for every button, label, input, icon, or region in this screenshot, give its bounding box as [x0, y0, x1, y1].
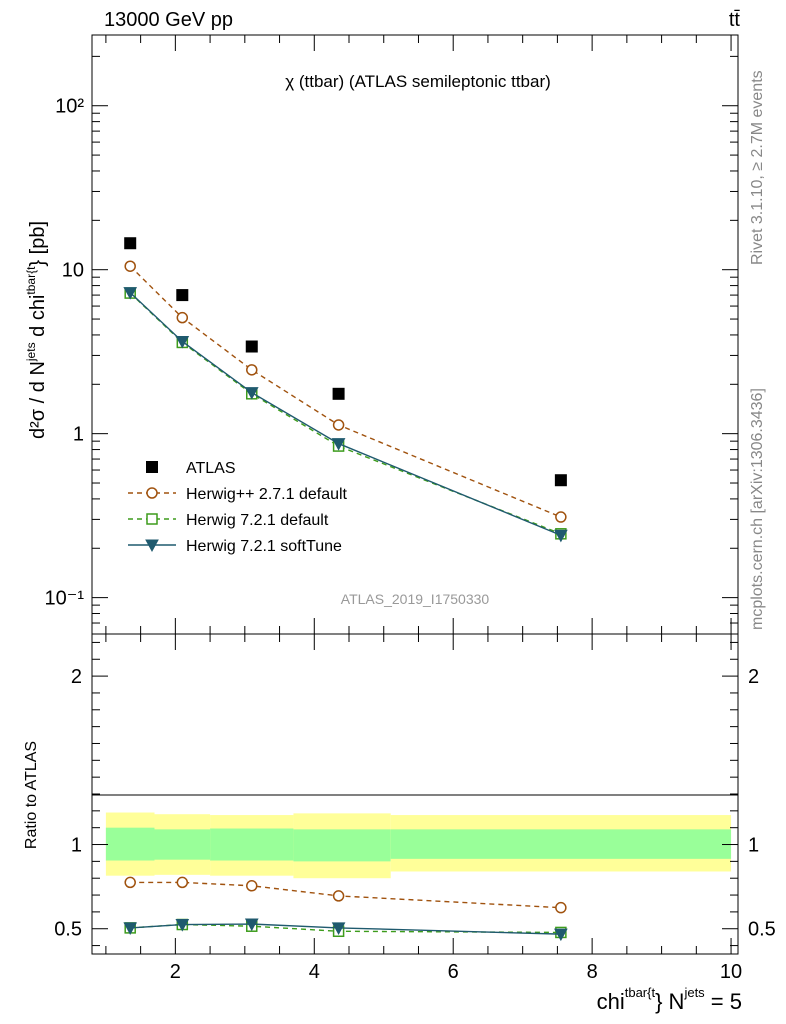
ratio-y-tick-label-right: 2 — [748, 666, 759, 688]
x-label-sup1: tbar{t — [625, 985, 656, 1000]
main-y-label-end: } [pb] — [27, 221, 49, 267]
ratio-data-point — [331, 922, 346, 935]
stat-uncertainty-band — [210, 828, 294, 861]
legend-marker — [145, 539, 159, 553]
ratio-y-tick-label: 2 — [71, 666, 82, 688]
ratio-plot-frame — [91, 633, 739, 955]
data-point — [124, 260, 136, 272]
data-point — [331, 438, 346, 451]
ratio-uncertainty-bands — [105, 812, 732, 879]
ratio-data-point — [176, 876, 189, 889]
stat-uncertainty-band — [293, 829, 391, 862]
ratio-y-tick-label-right: 0.5 — [748, 919, 776, 941]
ratio-data-point — [555, 901, 567, 914]
legend-entry-label: Herwig 7.2.1 default — [186, 512, 329, 529]
main-y-tick-label: 10² — [55, 96, 84, 118]
ratio-series-group — [123, 876, 568, 942]
watermark-label: ATLAS_2019_I1750330 — [341, 591, 490, 607]
stat-uncertainty-band — [105, 827, 155, 861]
ratio-y-tick-label: 1 — [71, 835, 82, 857]
x-tick-label: 8 — [587, 961, 598, 983]
stat-uncertainty-band — [154, 829, 211, 860]
ratio-data-point — [175, 919, 190, 932]
data-point — [554, 529, 568, 543]
x-label-mid: } N — [655, 989, 684, 1014]
data-point — [245, 340, 258, 353]
main-y-ticks: 10⁻¹ 1 10 10² — [45, 35, 738, 635]
main-series-group — [123, 237, 568, 543]
x-tick-label: 2 — [170, 961, 181, 983]
x-label-main: chi — [597, 989, 625, 1014]
process-label: tt̄ — [729, 9, 741, 31]
ratio-data-point — [332, 890, 345, 902]
data-point — [246, 364, 258, 376]
ratio-data-point — [554, 928, 568, 942]
ratio-y-tick-label-right: 1 — [748, 835, 759, 857]
ratio-data-point — [124, 876, 136, 889]
ratio-y-tick-label: 0.5 — [54, 919, 82, 941]
main-plot-title: χ (ttbar) (ATLAS semileptonic ttbar) — [285, 72, 551, 91]
legend-entry-label: Herwig 7.2.1 softTune — [186, 538, 342, 555]
x-axis-label: chitbar{t} Njets = 5 — [597, 985, 742, 1014]
main-y-tick-label: 1 — [73, 424, 84, 446]
main-y-tick-label: 10 — [62, 260, 84, 282]
data-point — [175, 335, 190, 349]
main-y-label-mid: d chi — [27, 295, 49, 343]
ratio-plot-panel: 0.5 0.5 1 1 2 2 2 4 6 8 10 Ratio to ATLAS chitbar{… — [23, 633, 776, 1014]
data-point — [124, 237, 137, 250]
data-point — [332, 419, 345, 431]
data-point — [555, 511, 567, 523]
legend-marker — [146, 513, 158, 525]
main-y-label-main: d²σ / d N — [27, 361, 49, 439]
ratio-series-line — [130, 923, 561, 935]
mcplots-label: mcplots.cern.ch [arXiv:1306.3436] — [749, 388, 766, 630]
data-point — [123, 287, 138, 300]
x-label-sup2: jets — [683, 985, 705, 1000]
main-y-label-sup1: jets — [24, 342, 38, 362]
legend-entry-label: Herwig++ 2.7.1 default — [186, 486, 348, 503]
data-point — [332, 387, 345, 400]
energy-label: 13000 GeV pp — [104, 9, 233, 31]
legend-marker — [146, 461, 158, 473]
ratio-series-line — [130, 881, 561, 909]
x-tick-label: 10 — [720, 961, 742, 983]
ratio-ticks: 0.5 0.5 1 1 2 2 2 4 6 8 10 — [54, 634, 776, 983]
data-point — [176, 289, 189, 302]
main-y-axis-label: d²σ / d Njets d chitbar{t} [pb] — [24, 221, 49, 439]
x-tick-label: 4 — [309, 961, 320, 983]
data-point — [244, 387, 259, 400]
main-plot-panel: 10⁻¹ 1 10 10² χ (ttbar) (ATLAS semileptonic… — [24, 34, 739, 635]
data-point — [554, 474, 567, 487]
data-point — [176, 311, 189, 324]
rivet-version-label: Rivet 3.1.10, ≥ 2.7M events — [749, 70, 766, 265]
ratio-data-point — [246, 880, 258, 892]
legend: ATLAS Herwig++ 2.7.1 default Herwig 7.2.1 … — [128, 460, 348, 555]
main-y-label-sup2: tbar{t — [24, 266, 38, 295]
legend-entry-label: ATLAS — [186, 460, 236, 477]
main-y-tick-label: 10⁻¹ — [45, 588, 85, 610]
legend-marker — [146, 487, 158, 499]
ratio-y-axis-label: Ratio to ATLAS — [23, 741, 40, 849]
x-tick-label: 6 — [448, 961, 459, 983]
stat-uncertainty-band — [390, 829, 732, 859]
series-line — [129, 265, 562, 518]
ratio-data-point — [244, 918, 259, 932]
ratio-data-point — [123, 922, 138, 935]
x-label-end: = 5 — [705, 989, 742, 1014]
